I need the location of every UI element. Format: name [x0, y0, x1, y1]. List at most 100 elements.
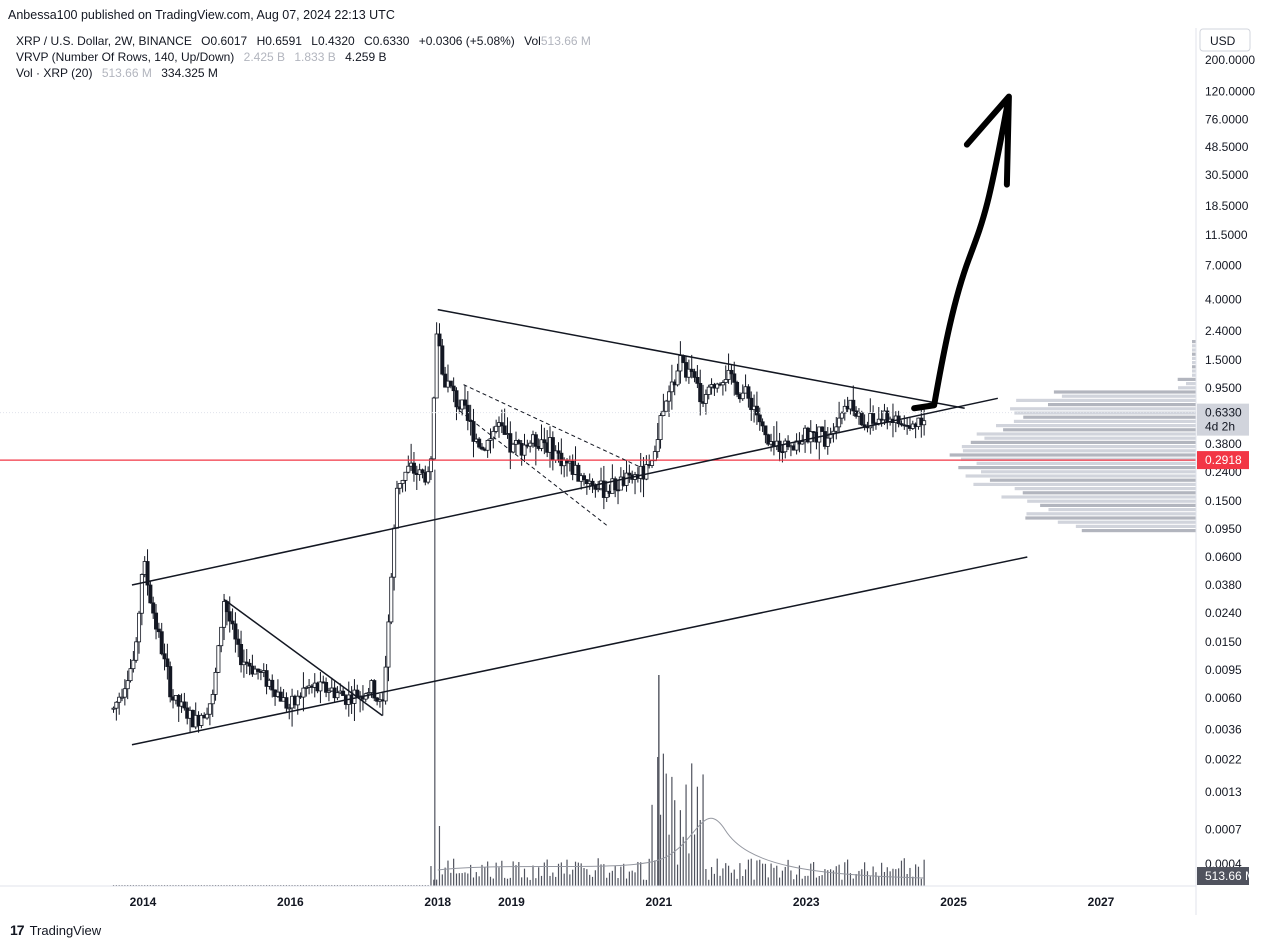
candle-body [922, 420, 927, 426]
candle-body [777, 440, 782, 453]
candle-body [800, 441, 805, 445]
candle-body [426, 471, 431, 483]
candle-body [236, 638, 241, 645]
volume-profile-row [996, 424, 1196, 428]
volume-profile-row [1048, 508, 1196, 512]
candle-body [227, 611, 232, 622]
candle-body [199, 714, 204, 726]
candle-body [244, 661, 249, 664]
candle-body [576, 464, 581, 482]
candle-body [661, 410, 666, 417]
y-tick-label: 1.5000 [1205, 353, 1242, 367]
y-tick-label: 11.5000 [1205, 228, 1248, 242]
trendline-channel-lower [131, 556, 1028, 746]
candle-body [502, 425, 507, 435]
candle-body [834, 426, 839, 432]
candle-body [318, 681, 323, 692]
candle-body [131, 659, 136, 670]
candle-body [533, 434, 538, 447]
candle-body [247, 662, 252, 667]
candle-body [411, 462, 416, 474]
volume-profile-row [1001, 495, 1196, 499]
legend-vrvp-label[interactable]: VRVP (Number Of Rows, 140, Up/Down) [16, 50, 235, 64]
candle-body [749, 397, 754, 411]
candle-body [746, 386, 751, 399]
candle-body [420, 469, 425, 473]
y-tick-label: 0.0060 [1205, 691, 1242, 705]
volume-profile-row [949, 453, 1196, 457]
candle-body [686, 368, 691, 378]
candle-body [837, 417, 842, 428]
candle-body [511, 443, 516, 453]
candle-body [324, 682, 329, 693]
candle-body [120, 696, 125, 699]
y-tick-label: 48.5000 [1205, 140, 1249, 154]
candle-body [488, 438, 493, 441]
arrow-up-icon [911, 93, 1012, 412]
candle-body [392, 527, 397, 578]
legend-symbol[interactable]: XRP / U.S. Dollar, 2W, BINANCE [16, 34, 192, 48]
legend-volma-row: Vol · XRP (20) 513.66 M 334.325 M [16, 65, 591, 81]
candle-body [664, 400, 669, 412]
candle-body [820, 426, 825, 432]
candle-body [491, 430, 496, 440]
candle-body [264, 670, 269, 687]
candle-body [443, 373, 448, 388]
candle-body [842, 405, 847, 414]
hline-price-tag: 0.2918 [1205, 453, 1242, 467]
volume-profile-row [1047, 403, 1196, 407]
candle-body [871, 413, 876, 424]
currency-box [1199, 28, 1251, 52]
legend-volma-v1: 513.66 M [101, 66, 152, 80]
volume-profile-row [1027, 499, 1196, 503]
volume-profile-row [989, 478, 1196, 482]
y-tick-label: 0.0013 [1205, 785, 1242, 799]
time-axis[interactable]: 2014 2016 2018 2019 2021 2023 2025 2027 [0, 885, 1196, 909]
candle-body [431, 397, 436, 460]
y-tick-label: 7.0000 [1205, 258, 1242, 272]
candle-body [465, 404, 470, 421]
candle-body [159, 631, 164, 655]
volume-profile-row [1177, 377, 1196, 381]
candle-body [644, 464, 649, 480]
candle-body [256, 668, 261, 672]
candle-body [230, 620, 235, 625]
price-axis[interactable]: USD 200.0000 120.0000 76.0000 48.5000 30.5000… [1195, 28, 1255, 915]
candle-body [494, 425, 499, 432]
y-tick-label: 0.0950 [1205, 522, 1242, 536]
legend-vol: 513.66 M [540, 34, 591, 48]
candle-body [128, 668, 133, 682]
candle-body [859, 412, 864, 426]
y-tick-label: 0.3800 [1205, 437, 1242, 451]
candle-body [117, 696, 122, 703]
legend-volma-label[interactable]: Vol · XRP (20) [16, 66, 93, 80]
candle-body [851, 399, 856, 412]
hline-price-tag-bg [1197, 451, 1249, 470]
candle-body [627, 472, 632, 476]
candle-body [726, 369, 731, 380]
candle-body [278, 691, 283, 702]
candle-body [139, 574, 144, 614]
legend-low: 0.4320 [317, 34, 355, 48]
drawn-trendlines[interactable] [0, 93, 1196, 746]
candle-body [400, 479, 405, 484]
candle-body [437, 333, 442, 347]
volume-profile-row [1026, 512, 1196, 516]
candle-body [440, 345, 445, 375]
candle-body [703, 394, 708, 404]
candle-body [301, 687, 306, 698]
candle-body [740, 392, 745, 400]
candle-body [148, 584, 153, 604]
legend-open: 0.6017 [210, 34, 248, 48]
volume-profile-row [1010, 407, 1196, 411]
candle-body [462, 399, 467, 406]
y-tick-label: 2.4000 [1205, 324, 1242, 338]
countdown-tag: 4d 2h [1205, 420, 1235, 434]
candle-body [394, 487, 399, 529]
candle-body [151, 602, 156, 614]
legend-o-label: O [201, 34, 211, 48]
candle-body [213, 671, 218, 695]
candle-body [729, 369, 734, 375]
candle-body [205, 713, 210, 719]
